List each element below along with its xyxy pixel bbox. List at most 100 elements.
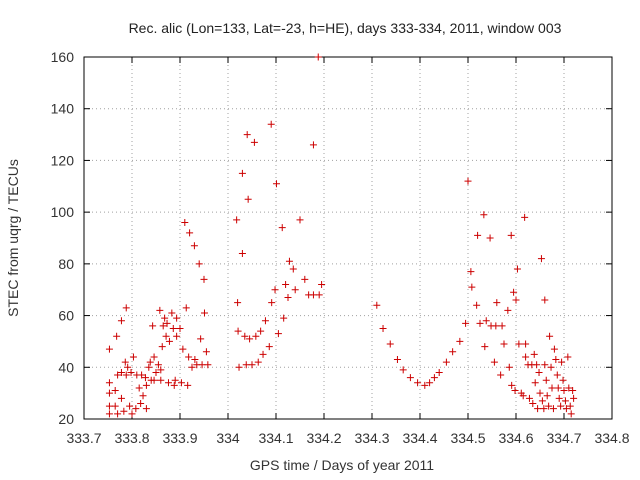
data-point	[250, 138, 258, 146]
data-point	[497, 371, 505, 379]
data-point	[512, 296, 520, 304]
data-point	[176, 325, 184, 332]
data-point	[154, 361, 162, 369]
data-point	[393, 356, 401, 364]
data-point	[552, 356, 560, 364]
data-point	[435, 368, 443, 376]
y-axis: 20 40 60 80 100 120 140 160	[51, 49, 612, 427]
data-point	[534, 405, 542, 413]
data-point	[529, 399, 537, 407]
data-point	[525, 394, 533, 402]
plot-frame	[83, 56, 613, 420]
data-point	[191, 356, 199, 364]
data-point	[546, 332, 554, 340]
data-point	[414, 379, 422, 387]
data-point	[474, 231, 482, 239]
data-point	[268, 299, 276, 307]
data-point	[510, 288, 518, 296]
data-point	[464, 177, 472, 185]
data-point	[152, 368, 160, 376]
data-point	[113, 332, 121, 340]
data-point	[537, 255, 545, 263]
data-point	[138, 371, 146, 379]
data-point	[318, 281, 326, 289]
data-point	[243, 131, 251, 139]
x-tick-label: 334.4	[402, 430, 437, 446]
data-point	[272, 180, 280, 188]
data-point	[111, 402, 119, 410]
data-point	[426, 379, 434, 387]
data-point	[121, 358, 129, 366]
data-point	[244, 195, 252, 203]
data-point	[141, 374, 149, 382]
data-point	[165, 337, 173, 345]
data-point	[238, 250, 246, 258]
data-point	[170, 381, 178, 389]
data-point	[188, 363, 196, 371]
data-point	[184, 381, 192, 389]
data-point	[105, 379, 113, 387]
data-point	[379, 325, 387, 332]
data-point	[482, 317, 490, 325]
data-point	[545, 402, 553, 410]
data-point	[105, 345, 113, 353]
data-point	[430, 374, 438, 382]
data-point	[442, 358, 450, 366]
data-point	[561, 397, 569, 405]
x-tick-label: 334.1	[258, 430, 293, 446]
data-point	[473, 301, 481, 309]
data-point	[271, 286, 279, 294]
data-point	[508, 381, 516, 389]
data-point	[421, 381, 429, 389]
data-point	[234, 327, 242, 335]
data-point	[168, 309, 176, 317]
data-point	[267, 120, 275, 128]
data-point	[128, 410, 136, 418]
data-point	[558, 358, 566, 366]
data-point	[480, 211, 488, 219]
data-points	[105, 53, 578, 418]
data-point	[173, 332, 181, 340]
data-point	[519, 392, 527, 400]
data-point	[238, 169, 246, 177]
x-tick-label: 334.5	[450, 430, 485, 446]
x-tick-label: 334.7	[546, 430, 581, 446]
data-point	[541, 361, 549, 369]
x-axis-label: GPS time / Days of year 2011	[250, 457, 434, 473]
data-point	[177, 379, 185, 387]
data-point	[169, 325, 177, 332]
data-point	[200, 309, 208, 317]
data-point	[530, 350, 538, 358]
y-tick-label: 160	[51, 49, 75, 65]
data-point	[185, 353, 193, 361]
x-tick-label: 334.3	[354, 430, 389, 446]
data-point	[498, 322, 506, 330]
x-tick-label: 333.8	[114, 430, 149, 446]
data-point	[399, 366, 407, 374]
data-point	[493, 299, 501, 307]
data-point	[265, 343, 273, 351]
data-point	[195, 260, 203, 268]
data-point	[164, 379, 172, 387]
data-point	[150, 353, 158, 361]
data-point	[490, 358, 498, 366]
data-point	[190, 242, 198, 250]
data-point	[566, 402, 574, 410]
x-tick-label: 334.6	[498, 430, 533, 446]
data-point	[111, 387, 119, 395]
data-point	[481, 343, 489, 351]
data-point	[492, 322, 500, 330]
data-point	[289, 265, 297, 273]
data-point	[158, 343, 166, 351]
data-point	[254, 358, 262, 366]
data-point	[309, 141, 317, 149]
x-tick-label: 334.2	[306, 430, 341, 446]
data-point	[197, 335, 205, 343]
data-point	[386, 340, 394, 348]
data-point	[257, 327, 265, 335]
data-point	[157, 376, 165, 384]
data-point	[565, 384, 573, 392]
data-point	[161, 314, 169, 322]
data-point	[145, 363, 153, 371]
data-point	[538, 397, 546, 405]
